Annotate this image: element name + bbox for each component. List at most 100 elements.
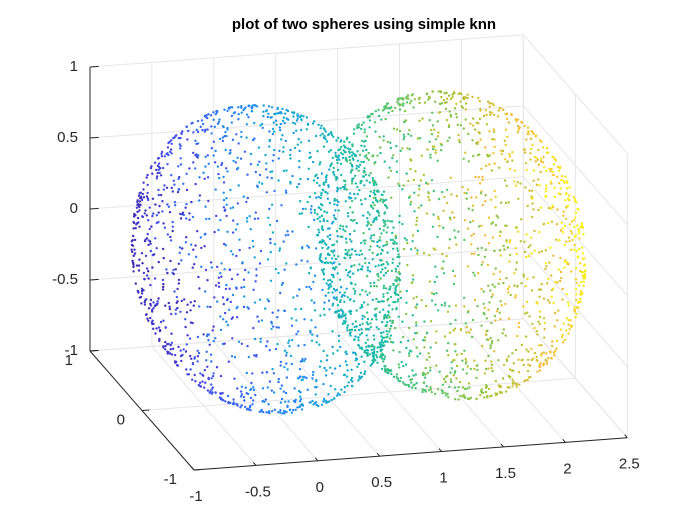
scatter-point: [427, 192, 430, 195]
scatter-point: [389, 220, 392, 223]
scatter-point: [538, 369, 542, 372]
scatter-point: [327, 284, 330, 287]
scatter-point: [555, 339, 559, 343]
scatter-point: [317, 195, 320, 199]
scatter-point: [316, 234, 320, 237]
scatter-point: [361, 314, 364, 317]
scatter-point: [469, 122, 472, 125]
scatter-point: [446, 139, 449, 143]
scatter-point: [382, 308, 385, 311]
scatter-point: [319, 196, 322, 200]
scatter-point: [549, 356, 553, 360]
scatter-point: [218, 137, 222, 141]
scatter-point: [291, 121, 295, 125]
z-tick-label: 1: [70, 58, 78, 75]
scatter-point: [489, 198, 493, 201]
scatter-point: [304, 357, 307, 361]
scatter-point: [424, 373, 427, 376]
scatter-point: [382, 139, 385, 142]
scatter-point: [231, 293, 235, 297]
scatter-point: [457, 386, 460, 389]
scatter-point: [266, 258, 270, 261]
scatter-point: [364, 341, 367, 345]
scatter-point: [350, 163, 354, 167]
scatter-point: [466, 227, 470, 230]
scatter-point: [253, 337, 257, 341]
scatter-point: [140, 252, 144, 255]
scatter-point: [517, 358, 520, 361]
scatter-point: [424, 181, 428, 185]
scatter-point: [293, 146, 297, 150]
scatter-point: [166, 146, 170, 149]
scatter-point: [531, 322, 534, 326]
scatter-point: [167, 301, 170, 305]
scatter-point: [522, 305, 525, 308]
scatter-point: [322, 278, 325, 281]
scatter-point: [336, 272, 339, 275]
scatter-point: [171, 225, 174, 228]
scatter-point: [375, 297, 378, 301]
scatter-point: [262, 104, 265, 107]
scatter-point: [561, 287, 564, 291]
scatter-point: [283, 411, 286, 414]
scatter-point: [190, 122, 193, 125]
scatter-point: [220, 162, 224, 165]
scatter-point: [542, 146, 545, 149]
scatter-point: [550, 167, 553, 171]
scatter-point: [232, 219, 235, 222]
scatter-point: [440, 303, 443, 307]
scatter-point: [258, 262, 262, 265]
scatter-point: [516, 131, 520, 134]
scatter-point: [339, 224, 342, 227]
scatter-point: [403, 237, 406, 240]
scatter-point: [361, 305, 364, 309]
scatter-point: [168, 150, 172, 154]
scatter-point: [447, 94, 451, 97]
scatter-point: [390, 269, 394, 273]
scatter-point: [425, 92, 428, 96]
scatter-point: [441, 391, 444, 395]
scatter-point: [383, 160, 386, 163]
scatter-point: [198, 287, 201, 290]
scatter-point: [520, 121, 524, 124]
scatter-point: [205, 359, 208, 362]
scatter-point: [334, 209, 337, 212]
scatter-point: [191, 362, 195, 366]
scatter-point: [415, 216, 419, 219]
scatter-point: [464, 362, 468, 365]
scatter-point: [577, 229, 580, 233]
scatter-point: [334, 388, 337, 391]
scatter-point: [573, 243, 576, 247]
scatter-point: [170, 142, 173, 145]
scatter-point: [276, 342, 279, 346]
scatter-point: [332, 214, 336, 217]
scatter-point: [364, 173, 367, 176]
scatter-point: [453, 274, 457, 278]
scatter-point: [179, 217, 183, 220]
scatter-point: [410, 281, 413, 285]
scatter-point: [326, 247, 329, 250]
scatter-point: [235, 254, 238, 258]
scatter-point: [370, 318, 374, 321]
scatter-point: [265, 162, 268, 165]
scatter-point: [397, 293, 400, 297]
scatter-point: [389, 285, 392, 288]
scatter-point: [299, 391, 302, 394]
scatter-point: [324, 130, 327, 133]
scatter-point: [343, 185, 346, 189]
scatter-point: [296, 294, 299, 297]
scatter-point: [153, 161, 157, 164]
scatter-point: [561, 341, 565, 344]
scatter-point: [287, 400, 290, 403]
scatter-point: [503, 248, 506, 251]
scatter-point: [177, 262, 180, 265]
scatter-point: [386, 291, 389, 295]
scatter-point: [244, 268, 247, 272]
scatter-point: [337, 148, 340, 152]
scatter-point: [275, 123, 278, 127]
scatter-point: [465, 325, 468, 329]
scatter-point: [253, 256, 256, 259]
scatter-point: [325, 282, 328, 285]
scatter-point: [308, 401, 311, 404]
scatter-point: [455, 377, 458, 380]
